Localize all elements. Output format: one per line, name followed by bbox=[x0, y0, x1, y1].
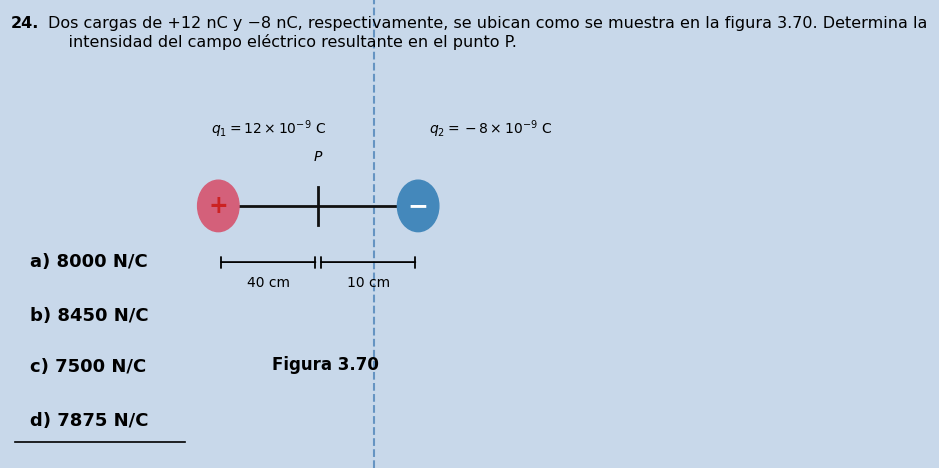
Text: +: + bbox=[208, 194, 228, 218]
Text: P: P bbox=[314, 150, 322, 164]
Text: b) 8450 N/C: b) 8450 N/C bbox=[30, 307, 148, 324]
Text: $q_2 = -8 \times 10^{-9}$ C: $q_2 = -8 \times 10^{-9}$ C bbox=[429, 119, 552, 140]
Text: 40 cm: 40 cm bbox=[247, 276, 290, 290]
Text: Figura 3.70: Figura 3.70 bbox=[272, 356, 379, 373]
Text: d) 7875 N/C: d) 7875 N/C bbox=[30, 412, 148, 430]
Text: a) 8000 N/C: a) 8000 N/C bbox=[30, 253, 147, 271]
Ellipse shape bbox=[197, 180, 239, 232]
Text: Dos cargas de +12 nC y −8 nC, respectivamente, se ubican como se muestra en la f: Dos cargas de +12 nC y −8 nC, respectiva… bbox=[48, 16, 928, 50]
Ellipse shape bbox=[397, 180, 439, 232]
Text: −: − bbox=[408, 194, 428, 218]
Text: c) 7500 N/C: c) 7500 N/C bbox=[30, 358, 146, 376]
Text: $q_1 = 12 \times 10^{-9}$ C: $q_1 = 12 \times 10^{-9}$ C bbox=[211, 119, 326, 140]
Text: 24.: 24. bbox=[11, 16, 39, 31]
Text: 10 cm: 10 cm bbox=[346, 276, 390, 290]
